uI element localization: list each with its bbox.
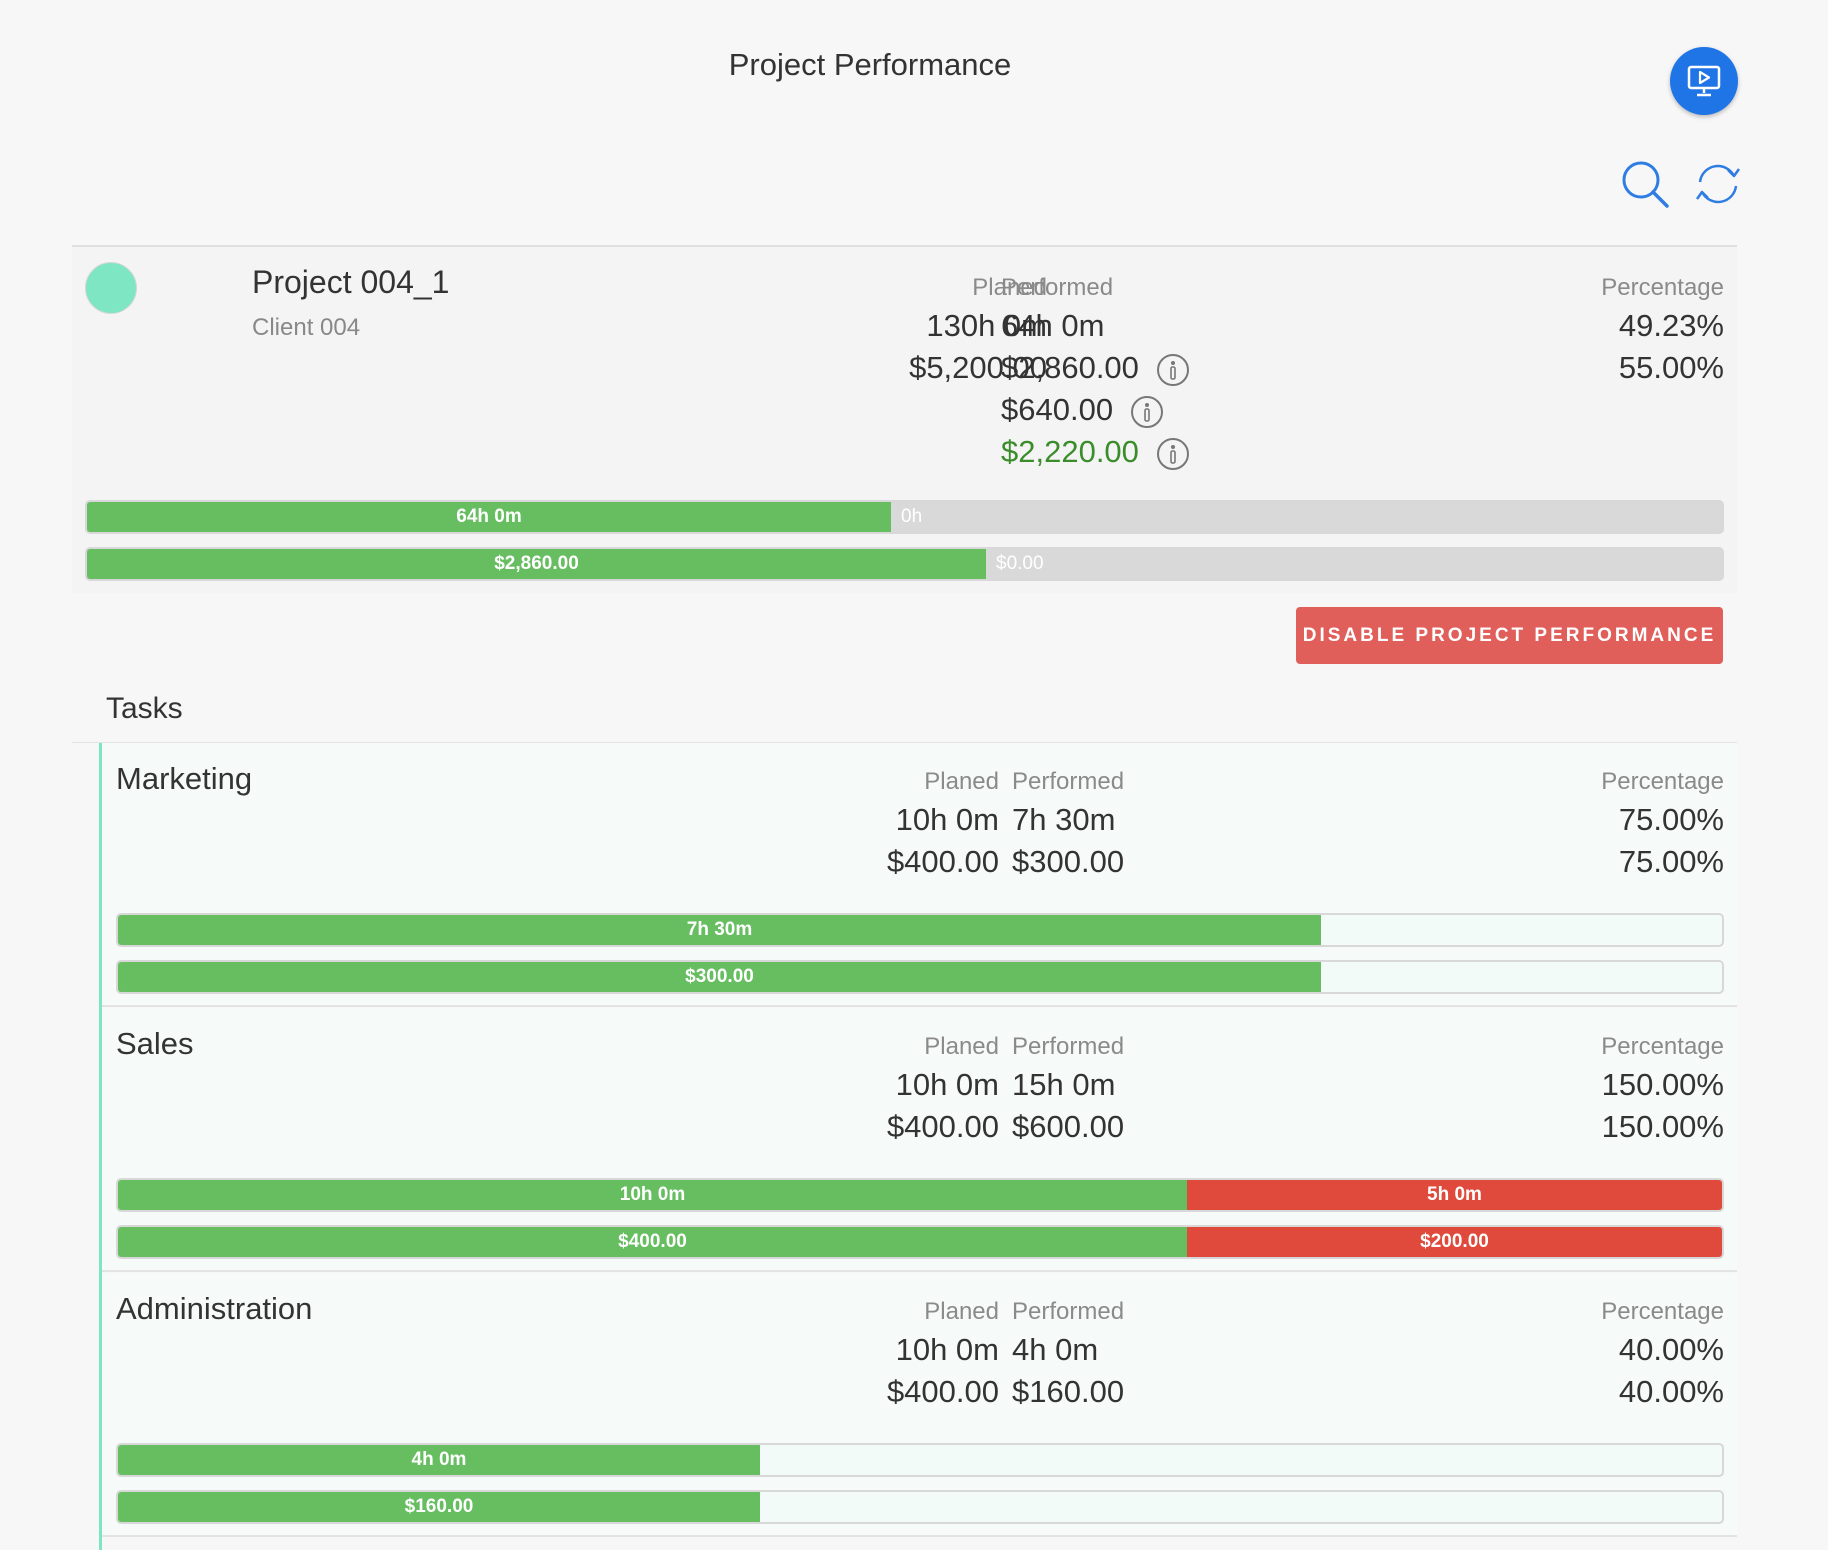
performed-profit-row: $2,220.00	[1001, 431, 1190, 473]
task-amount-remaining: $0.00	[770, 1496, 818, 1517]
info-icon[interactable]	[1156, 353, 1190, 387]
percentage-label: Percentage	[1601, 1033, 1724, 1060]
project-color-dot	[85, 262, 137, 314]
task-hours-remaining: 0h	[1331, 919, 1353, 940]
project-card: Project 004_1 Client 004 Planed 130h 0m …	[72, 245, 1737, 593]
task-hours-bar: 10h 0m 5h 0m	[116, 1178, 1724, 1212]
page-title: Project Performance	[728, 47, 1012, 82]
task-hours-bar: 7h 30m 0h	[116, 913, 1724, 947]
tasks-list: Marketing Planed 10h 0m $400.00 Performe…	[72, 743, 1737, 1550]
performed-cost: $640.00	[1001, 392, 1114, 427]
performed-hours: 7h 30m	[1012, 802, 1116, 837]
task-amount-over: $200.00	[1187, 1227, 1722, 1257]
task-hours-done: 7h 30m	[118, 915, 1321, 945]
project-client: Client 004	[252, 314, 361, 341]
planned-amount: $5,200.00	[909, 350, 1047, 385]
planned-amount: $400.00	[886, 844, 999, 879]
task-name: Marketing	[116, 761, 253, 796]
performed-profit: $2,220.00	[1001, 434, 1139, 469]
percentage-amount: 55.00%	[1618, 350, 1724, 385]
planned-label: Planed	[924, 768, 999, 795]
disable-project-performance-button[interactable]: DISABLE PROJECT PERFORMANCE	[1296, 607, 1723, 664]
task-hours-over: 5h 0m	[1187, 1180, 1722, 1210]
project-amount-bar: $2,860.00 $0.00	[85, 547, 1724, 581]
performed-amount: $600.00	[1012, 1109, 1125, 1144]
percentage-hours: 75.00%	[1618, 802, 1724, 837]
project-amount-remaining: $0.00	[996, 553, 1044, 574]
performed-label: Performed	[1012, 768, 1125, 795]
percentage-label: Percentage	[1601, 274, 1724, 301]
task-hours-remaining: 0h	[770, 1449, 792, 1470]
search-button[interactable]	[1619, 158, 1671, 210]
performed-hours: 64h 0m	[1001, 308, 1105, 343]
task-amount-done: $300.00	[118, 962, 1321, 992]
task-amount-remaining: $0.00	[1331, 966, 1379, 987]
task-amount-bar: $160.00 $0.00	[116, 1490, 1724, 1524]
info-icon[interactable]	[1130, 395, 1164, 429]
performed-cost-row: $640.00	[1001, 389, 1164, 431]
percentage-hours: 49.23%	[1618, 308, 1724, 343]
tasks-header: Tasks	[72, 680, 1737, 744]
task-row-marketing[interactable]: Marketing Planed 10h 0m $400.00 Performe…	[102, 743, 1737, 1007]
refresh-button[interactable]	[1692, 158, 1744, 210]
info-icon[interactable]	[1156, 437, 1190, 471]
task-row-sales[interactable]: Sales Planed 10h 0m $400.00 Performed 15…	[102, 1008, 1737, 1272]
planned-hours: 10h 0m	[895, 1332, 999, 1367]
planned-label: Planed	[924, 1298, 999, 1325]
tutorial-button[interactable]	[1670, 47, 1738, 115]
planned-amount: $400.00	[886, 1374, 999, 1409]
percentage-label: Percentage	[1601, 768, 1724, 795]
performed-amount: $2,860.00	[1001, 350, 1139, 385]
task-amount-done: $160.00	[118, 1492, 760, 1522]
performed-label: Performed	[1001, 274, 1114, 301]
project-name: Project 004_1	[252, 264, 450, 300]
planned-hours: 130h 0m	[926, 308, 1047, 343]
planned-amount: $400.00	[886, 1109, 999, 1144]
percentage-amount: 40.00%	[1618, 1374, 1724, 1409]
tasks-accent-line	[99, 743, 102, 1550]
percentage-hours: 150.00%	[1601, 1067, 1724, 1102]
planned-label: Planed	[924, 1033, 999, 1060]
percentage-label: Percentage	[1601, 1298, 1724, 1325]
performed-hours: 4h 0m	[1012, 1332, 1099, 1367]
planned-hours: 10h 0m	[895, 1067, 999, 1102]
performed-amount-row: $2,860.00	[1001, 347, 1190, 389]
project-hours-bar: 64h 0m 0h	[85, 500, 1724, 534]
planned-hours: 10h 0m	[895, 802, 999, 837]
project-hours-done: 64h 0m	[87, 502, 891, 532]
monitor-play-icon	[1687, 65, 1721, 97]
task-hours-done: 4h 0m	[118, 1445, 760, 1475]
project-hours-remaining: 0h	[901, 506, 923, 527]
performed-amount: $300.00	[1012, 844, 1125, 879]
percentage-amount: 75.00%	[1618, 844, 1724, 879]
performed-hours: 15h 0m	[1012, 1067, 1116, 1102]
project-amount-done: $2,860.00	[87, 549, 986, 579]
refresh-icon	[1695, 164, 1741, 204]
task-name: Administration	[116, 1291, 313, 1326]
task-amount-bar: $300.00 $0.00	[116, 960, 1724, 994]
task-name: Sales	[116, 1026, 194, 1061]
performed-amount: $160.00	[1012, 1374, 1125, 1409]
tasks-title: Tasks	[106, 692, 183, 725]
performed-label: Performed	[1012, 1298, 1125, 1325]
task-hours-bar: 4h 0m 0h	[116, 1443, 1724, 1477]
percentage-hours: 40.00%	[1618, 1332, 1724, 1367]
percentage-amount: 150.00%	[1601, 1109, 1724, 1144]
task-amount-bar: $400.00 $200.00	[116, 1225, 1724, 1259]
search-icon	[1622, 161, 1669, 208]
task-hours-done: 10h 0m	[118, 1180, 1187, 1210]
task-row-administration[interactable]: Administration Planed 10h 0m $400.00 Per…	[102, 1273, 1737, 1537]
performed-label: Performed	[1012, 1033, 1125, 1060]
planned-label: Planed	[972, 274, 1047, 301]
task-amount-done: $400.00	[118, 1227, 1187, 1257]
